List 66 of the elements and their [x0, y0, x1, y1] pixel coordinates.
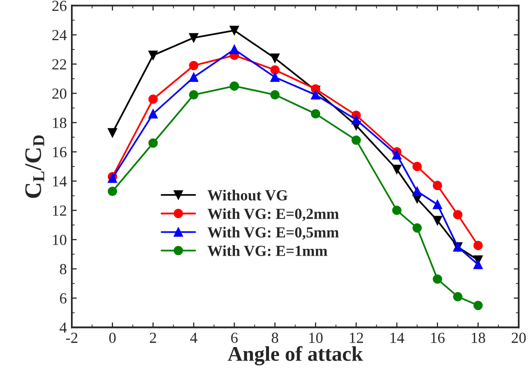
point — [148, 109, 158, 118]
point — [473, 240, 483, 250]
legend-label: With VG: E=0,2mm — [208, 208, 339, 222]
point — [473, 260, 483, 270]
point — [148, 94, 158, 104]
y-tick-label: 4 — [60, 322, 67, 333]
y-tick-label: 18 — [53, 118, 66, 128]
y-tick-label: 10 — [53, 234, 66, 246]
point — [432, 200, 442, 210]
y-tick-label: 26 — [52, 0, 67, 12]
point — [310, 109, 320, 118]
point — [412, 162, 422, 172]
y-tick-label: 8 — [60, 264, 66, 274]
x-tick-label: -2 — [66, 332, 78, 343]
point — [432, 180, 442, 190]
point — [392, 206, 402, 216]
y-tick-label: 20 — [52, 88, 66, 99]
point — [310, 90, 320, 100]
point — [270, 65, 280, 75]
y-tick-label: 12 — [53, 206, 66, 216]
x-tick-label: 2 — [150, 332, 156, 343]
point — [412, 186, 422, 196]
x-tick-label: 6 — [231, 332, 238, 343]
y-tick-label: 22 — [52, 59, 66, 70]
x-axis-title: Angle of attack — [228, 346, 363, 366]
legend-label: With VG: E=1mm — [208, 245, 328, 256]
point — [352, 114, 361, 124]
point — [108, 128, 118, 138]
x-tick-label: 8 — [272, 332, 278, 343]
x-tick-label: 18 — [472, 332, 486, 343]
point — [392, 164, 402, 174]
point — [453, 210, 462, 220]
x-tick-label: 14 — [390, 332, 404, 343]
x-tick-label: 12 — [350, 332, 363, 343]
point — [230, 81, 240, 91]
y-tick-label: 6 — [60, 293, 67, 304]
point — [352, 135, 361, 145]
point — [108, 186, 118, 196]
point — [392, 150, 402, 160]
point — [189, 90, 198, 100]
x-tick-label: 4 — [190, 332, 198, 343]
y-tick-label: 14 — [53, 176, 67, 186]
y-axis-title: C$_{L}$/C$_{D}$ — [25, 135, 44, 198]
point — [412, 223, 422, 233]
legend-label: With VG: E=0,5mm — [208, 226, 339, 240]
point — [230, 26, 240, 36]
x-tick-label: 16 — [431, 332, 445, 343]
x-tick-label: 10 — [309, 332, 323, 343]
point — [189, 72, 198, 82]
point — [148, 138, 158, 148]
legend-label: Without VG — [208, 190, 288, 201]
point — [270, 54, 280, 63]
point — [270, 72, 280, 82]
point — [189, 60, 198, 70]
x-tick-label: 20 — [512, 332, 526, 343]
point — [230, 44, 240, 54]
y-tick-label: 24 — [52, 30, 67, 40]
point — [189, 33, 198, 42]
x-tick-label: 0 — [109, 332, 116, 343]
point — [432, 274, 442, 284]
point — [473, 300, 483, 310]
y-tick-label: 16 — [53, 147, 67, 158]
point — [453, 292, 462, 302]
point — [270, 90, 280, 100]
point — [148, 50, 158, 60]
point — [432, 216, 442, 226]
